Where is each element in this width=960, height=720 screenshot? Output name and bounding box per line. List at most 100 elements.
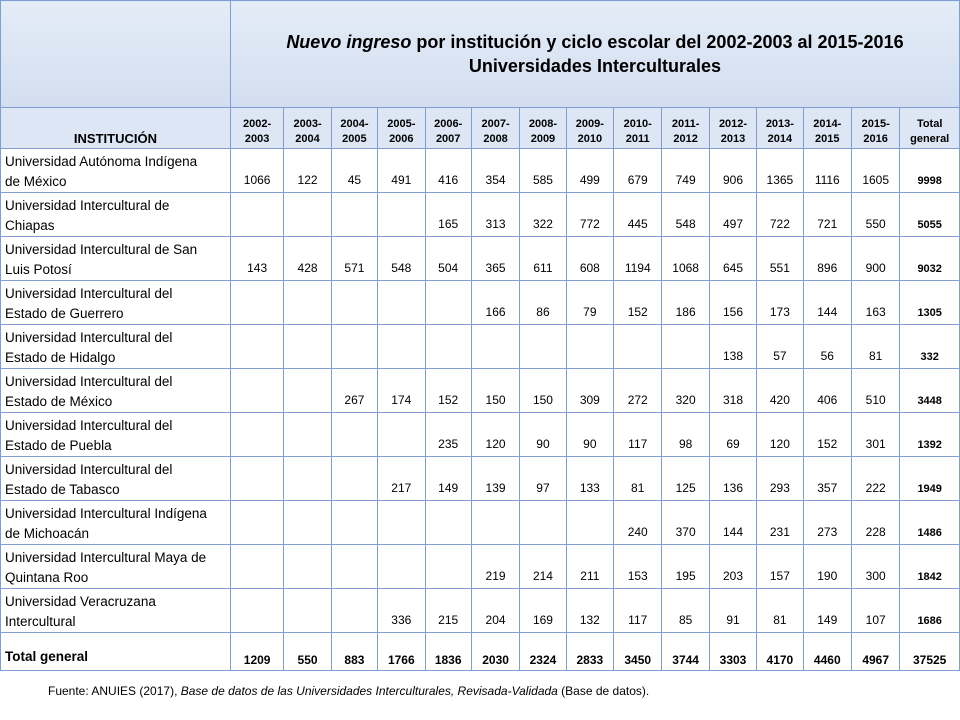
enrollment-cell bbox=[519, 500, 567, 545]
header-year: 2014- 2015 bbox=[802, 107, 852, 149]
enrollment-cell: 173 bbox=[756, 280, 804, 325]
enrollment-cell: 679 bbox=[613, 148, 663, 193]
header-year-part: 2008 bbox=[483, 133, 508, 145]
enrollment-cell bbox=[377, 500, 426, 545]
enrollment-cell bbox=[613, 324, 663, 369]
header-year-part: 2010- bbox=[623, 118, 652, 130]
header-year-part: 2013 bbox=[720, 133, 746, 145]
enrollment-cell: 365 bbox=[470, 236, 521, 281]
enrollment-cell bbox=[283, 280, 332, 325]
year-total-cell: 3450 bbox=[613, 632, 663, 671]
institution-name-line: Universidad Intercultural del bbox=[5, 330, 173, 345]
enrollment-cell: 322 bbox=[519, 192, 567, 237]
institution-name-line: Universidad Intercultural del bbox=[5, 462, 173, 477]
enrollment-cell: 214 bbox=[519, 544, 567, 589]
enrollment-cell: 504 bbox=[424, 236, 472, 281]
enrollment-cell bbox=[377, 280, 426, 325]
enrollment-cell: 608 bbox=[565, 236, 615, 281]
enrollment-cell bbox=[330, 324, 379, 369]
enrollment-cell bbox=[330, 500, 379, 545]
header-year-part: 2014 bbox=[767, 133, 793, 145]
row-total-cell: 1842 bbox=[899, 544, 960, 589]
header-year-part: 2012- bbox=[718, 118, 748, 130]
enrollment-cell: 300 bbox=[850, 544, 901, 589]
enrollment-cell: 90 bbox=[519, 412, 567, 457]
header-total-part: Total bbox=[916, 118, 943, 130]
institution-name-line: Estado de Puebla bbox=[5, 438, 112, 453]
institution-name-line: Universidad Intercultural Maya de bbox=[5, 550, 207, 565]
header-total-part: general bbox=[910, 133, 950, 145]
header-year-part: 2007 bbox=[435, 133, 461, 145]
enrollment-cell: 548 bbox=[661, 192, 710, 237]
institution-name-line: Chiapas bbox=[5, 218, 55, 233]
enrollment-cell: 85 bbox=[661, 588, 710, 633]
row-total-cell: 332 bbox=[899, 324, 960, 369]
header-year: 2003- 2004 bbox=[283, 107, 332, 149]
header-year-part: 2014- bbox=[813, 118, 842, 130]
row-total-cell: 1305 bbox=[899, 280, 960, 325]
enrollment-cell: 585 bbox=[519, 148, 567, 193]
enrollment-cell: 86 bbox=[519, 280, 567, 325]
enrollment-cell: 165 bbox=[424, 192, 472, 237]
enrollment-cell bbox=[661, 324, 710, 369]
header-institution: INSTITUCIÓN bbox=[0, 107, 231, 149]
enrollment-cell: 228 bbox=[850, 500, 901, 545]
enrollment-cell: 149 bbox=[802, 588, 852, 633]
institution-name-line: Universidad Intercultural Indígena bbox=[5, 506, 207, 521]
enrollment-cell bbox=[565, 500, 615, 545]
total-row: Total general 1209 550 883 1766 1836 2030 2324 2… bbox=[0, 632, 960, 671]
enrollment-cell: 152 bbox=[613, 280, 663, 325]
enrollment-cell: 293 bbox=[756, 456, 804, 501]
enrollment-cell bbox=[330, 544, 379, 589]
enrollment-cell: 1068 bbox=[661, 236, 710, 281]
enrollment-cell: 79 bbox=[565, 280, 615, 325]
enrollment-cell: 551 bbox=[756, 236, 804, 281]
enrollment-cell: 153 bbox=[613, 544, 663, 589]
enrollment-cell bbox=[519, 324, 567, 369]
enrollment-cell: 90 bbox=[565, 412, 615, 457]
enrollment-cell bbox=[424, 324, 472, 369]
enrollment-cell bbox=[377, 324, 426, 369]
enrollment-cell: 150 bbox=[470, 368, 521, 413]
enrollment-cell bbox=[283, 192, 332, 237]
enrollment-cell: 273 bbox=[802, 500, 852, 545]
enrollment-cell: 318 bbox=[708, 368, 758, 413]
enrollment-cell: 510 bbox=[850, 368, 901, 413]
enrollment-cell bbox=[330, 588, 379, 633]
source-note: Fuente: ANUIES (2017), Base de datos de … bbox=[48, 684, 649, 698]
header-year-part: 2015 bbox=[815, 133, 840, 145]
enrollment-cell: 98 bbox=[661, 412, 710, 457]
row-total-cell: 1486 bbox=[899, 500, 960, 545]
table-row: Universidad Intercultural del Estado de T… bbox=[0, 456, 960, 501]
institution-name: Universidad Intercultural del Estado de H… bbox=[0, 324, 231, 369]
title-line: Nuevo ingreso por institución y ciclo es… bbox=[231, 30, 959, 54]
table-row: Universidad Intercultural Indígena de Mic… bbox=[0, 500, 960, 545]
enrollment-cell bbox=[229, 456, 285, 501]
enrollment-cell bbox=[377, 412, 426, 457]
header-year-part: 2007- bbox=[481, 118, 510, 130]
source-title: Base de datos de las Universidades Inter… bbox=[180, 684, 558, 698]
enrollment-table: Nuevo ingreso por institución y ciclo es… bbox=[0, 0, 960, 671]
header-year: 2015- 2016 bbox=[850, 107, 901, 149]
enrollment-cell: 611 bbox=[519, 236, 567, 281]
header-year: 2008- 2009 bbox=[519, 107, 567, 149]
header-row: INSTITUCIÓN 2002- 2003 2003- 2004 2004- 2005 2… bbox=[0, 107, 960, 149]
table-subtitle: Universidades Interculturales bbox=[468, 56, 721, 76]
table-row: Universidad Veracruzana Intercultural 336 2… bbox=[0, 588, 960, 633]
table-row: Universidad Intercultural del Estado de H… bbox=[0, 324, 960, 369]
enrollment-cell: 91 bbox=[708, 588, 758, 633]
row-total-cell: 1392 bbox=[899, 412, 960, 457]
institution-name: Universidad Intercultural del Estado de M… bbox=[0, 368, 231, 413]
table-row: Universidad Intercultural Maya de Quintan… bbox=[0, 544, 960, 589]
institution-name-line: Universidad Intercultural del bbox=[5, 286, 173, 301]
enrollment-cell: 166 bbox=[470, 280, 521, 325]
enrollment-cell: 144 bbox=[708, 500, 758, 545]
year-total-cell: 2833 bbox=[565, 632, 615, 671]
institution-name-line: Universidad Intercultural del bbox=[5, 374, 173, 389]
year-total-cell: 3744 bbox=[661, 632, 710, 671]
institution-name: Universidad Intercultural de Chiapas bbox=[0, 192, 231, 237]
header-year-part: 2015- bbox=[861, 118, 890, 130]
year-total-cell: 883 bbox=[330, 632, 379, 671]
title-corner-cell bbox=[0, 0, 231, 108]
enrollment-cell: 497 bbox=[708, 192, 758, 237]
